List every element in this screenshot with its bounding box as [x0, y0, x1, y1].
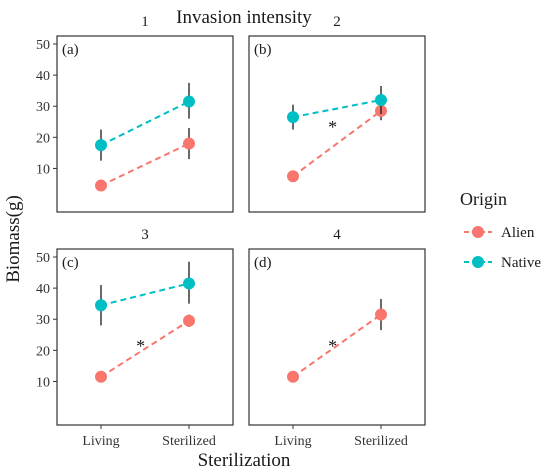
- data-point-native: [95, 139, 107, 152]
- panel-strip-label: 3: [141, 227, 149, 243]
- x-tick-label: Living: [82, 434, 119, 449]
- panel-strip-label: 1: [141, 14, 149, 30]
- panel-tag: (c): [62, 255, 79, 271]
- data-point-alien: [287, 370, 299, 383]
- panel-border: [248, 248, 426, 426]
- y-axis-title: Biomass(g): [3, 195, 24, 283]
- data-point-alien: [183, 314, 195, 327]
- significance-marker: *: [328, 336, 337, 356]
- data-point-alien: [95, 179, 107, 192]
- panel-border: [248, 35, 426, 213]
- data-point-alien: [375, 308, 387, 321]
- panel-strip-label: 4: [333, 227, 341, 243]
- figure-title: Invasion intensity: [176, 7, 312, 28]
- legend-label-alien: Alien: [501, 225, 535, 241]
- panel-2: 2 (b) *: [248, 14, 426, 213]
- significance-marker: *: [328, 117, 337, 137]
- panel-border: [56, 248, 234, 426]
- panel-tag: (b): [254, 42, 272, 58]
- y-tick-label: 40: [36, 69, 50, 84]
- x-axis-title: Sterilization: [198, 450, 291, 471]
- data-point-native: [375, 94, 387, 106]
- facet-panels: 1 (a) 10 20 30 40 50 2 (b) * 3 (c) 10 20 30 40 50 Living S…: [36, 14, 426, 449]
- series-line-native: [100, 100, 190, 147]
- series-line-alien: [100, 142, 190, 187]
- panel-4: 4 (d) Living Sterilized *: [248, 227, 426, 449]
- legend-title: Origin: [460, 189, 507, 209]
- data-point-alien: [183, 137, 195, 150]
- series-line-alien: [292, 313, 382, 378]
- series-line-alien: [292, 110, 382, 178]
- panel-strip-label: 2: [333, 14, 341, 30]
- panel-1: 1 (a) 10 20 30 40 50: [36, 14, 234, 213]
- legend-key-point-alien: [472, 226, 484, 238]
- y-tick-label: 50: [36, 38, 50, 53]
- series-line-alien: [100, 319, 190, 378]
- panel-3: 3 (c) 10 20 30 40 50 Living Sterilized *: [36, 227, 234, 449]
- data-point-alien: [95, 370, 107, 383]
- y-tick-label: 30: [36, 313, 50, 328]
- y-tick-label: 40: [36, 282, 50, 297]
- y-tick-label: 10: [36, 162, 50, 177]
- series-line-native: [100, 282, 190, 307]
- significance-marker: *: [136, 336, 145, 356]
- y-tick-label: 10: [36, 375, 50, 390]
- data-point-alien: [287, 170, 299, 183]
- data-point-native: [95, 299, 107, 312]
- panel-tag: (d): [254, 255, 272, 271]
- data-point-native: [183, 277, 195, 290]
- legend-key-point-native: [472, 256, 484, 268]
- legend: Origin Alien Native: [460, 189, 541, 271]
- y-tick-label: 30: [36, 100, 50, 115]
- data-point-native: [287, 111, 299, 124]
- y-tick-label: 50: [36, 251, 50, 266]
- x-tick-label: Living: [274, 434, 311, 449]
- panel-tag: (a): [62, 42, 79, 58]
- series-line-native: [292, 99, 382, 119]
- y-tick-label: 20: [36, 131, 50, 146]
- y-tick-label: 20: [36, 344, 50, 359]
- x-tick-label: Sterilized: [354, 434, 408, 449]
- legend-label-native: Native: [501, 255, 541, 271]
- x-tick-label: Sterilized: [162, 434, 216, 449]
- panel-border: [56, 35, 234, 213]
- data-point-native: [183, 95, 195, 108]
